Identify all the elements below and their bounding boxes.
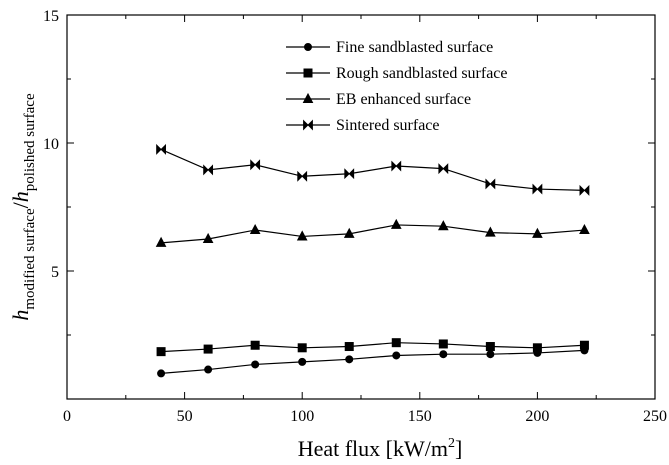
series-4: [156, 143, 590, 196]
axis-ticks: [66, 14, 656, 399]
legend-marker-circle: [304, 43, 312, 51]
data-point-triangle: [437, 220, 449, 231]
data-point-bowtie: [485, 178, 496, 190]
legend-label: Rough sandblasted surface: [336, 65, 508, 82]
x-tick-label: 0: [63, 408, 71, 425]
data-point-triangle: [485, 226, 496, 237]
data-point-bowtie: [156, 143, 166, 155]
legend-marker-triangle: [302, 92, 314, 103]
data-point-triangle: [296, 230, 308, 241]
data-point-bowtie: [579, 184, 590, 196]
series-layer: [155, 143, 590, 378]
data-point-triangle: [249, 223, 261, 235]
data-point-square: [438, 339, 448, 349]
data-point-square: [297, 343, 307, 353]
data-point-square: [485, 342, 495, 352]
data-point-triangle: [579, 223, 590, 235]
data-point-square: [203, 344, 213, 354]
data-point-circle: [251, 360, 260, 369]
data-point-circle: [157, 369, 166, 378]
x-tick-label: 250: [643, 408, 667, 425]
x-tick-label: 50: [177, 408, 193, 425]
data-point-triangle: [155, 236, 167, 247]
data-point-square: [579, 340, 589, 350]
series-2: [156, 338, 589, 357]
series-1: [157, 346, 589, 378]
data-point-triangle: [532, 227, 543, 238]
legend-label: EB enhanced surface: [336, 91, 471, 108]
data-point-bowtie: [532, 183, 543, 195]
series-line: [161, 224, 585, 244]
data-point-square: [391, 338, 401, 348]
legend-marker-bowtie: [303, 119, 313, 131]
y-tick-label: 10: [43, 136, 59, 153]
legend-entry: Rough sandblasted surface: [286, 65, 508, 82]
legend-entry: EB enhanced surface: [286, 91, 471, 108]
data-point-circle: [439, 350, 448, 359]
data-point-bowtie: [438, 163, 449, 175]
legend-entry: Fine sandblasted surface: [286, 39, 493, 56]
x-tick-label: 100: [290, 408, 314, 425]
data-point-triangle: [202, 232, 214, 243]
y-tick-label: 5: [51, 264, 59, 281]
x-tick-label: 150: [408, 408, 432, 425]
data-point-bowtie: [344, 168, 355, 180]
series-3: [155, 218, 590, 247]
data-point-bowtie: [297, 170, 308, 182]
data-point-triangle: [390, 218, 402, 229]
data-point-circle: [345, 355, 354, 364]
data-point-square: [156, 347, 166, 357]
legend-marker-square: [303, 68, 313, 78]
x-axis-title-sup: 2: [448, 436, 455, 451]
x-tick-label: 200: [525, 408, 549, 425]
x-axis-title: Heat flux [kW/m2]: [298, 436, 463, 461]
data-point-square: [344, 342, 354, 352]
legend-entry: Sintered surface: [286, 117, 440, 134]
series-line: [161, 342, 585, 353]
data-point-circle: [392, 351, 401, 360]
data-point-square: [532, 343, 542, 353]
y-tick-label: 15: [43, 8, 59, 25]
legend: Fine sandblasted surface Rough sandblaste…: [286, 39, 508, 134]
series-line: [161, 349, 585, 374]
data-point-bowtie: [391, 160, 402, 172]
data-point-circle: [298, 357, 307, 366]
data-point-triangle: [343, 227, 355, 238]
data-point-circle: [204, 365, 213, 374]
series-line: [160, 148, 585, 191]
y-axis-title: hmodified surface/hpolished surface: [8, 93, 38, 321]
legend-label: Sintered surface: [336, 117, 440, 134]
tick-labels: 0 50 100 150 200 250 5 10 15: [43, 8, 667, 425]
data-point-circle: [486, 350, 495, 359]
data-point-bowtie: [250, 159, 261, 171]
legend-label: Fine sandblasted surface: [336, 39, 493, 56]
data-point-square: [250, 340, 260, 350]
data-point-bowtie: [203, 164, 214, 176]
